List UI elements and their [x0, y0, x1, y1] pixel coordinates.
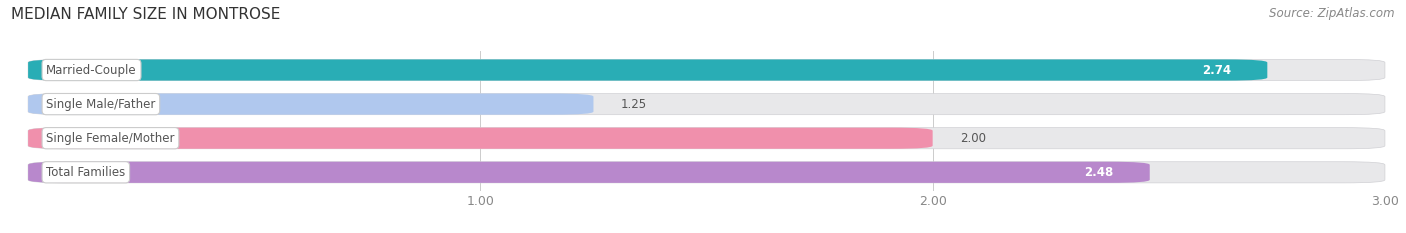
FancyBboxPatch shape	[28, 59, 1385, 81]
FancyBboxPatch shape	[28, 59, 1267, 81]
Text: Married-Couple: Married-Couple	[46, 64, 136, 76]
Text: 2.48: 2.48	[1084, 166, 1114, 179]
Text: 2.74: 2.74	[1202, 64, 1232, 76]
FancyBboxPatch shape	[28, 162, 1385, 183]
Text: Single Male/Father: Single Male/Father	[46, 98, 156, 111]
Text: 1.25: 1.25	[620, 98, 647, 111]
FancyBboxPatch shape	[28, 93, 1385, 115]
Text: Source: ZipAtlas.com: Source: ZipAtlas.com	[1270, 7, 1395, 20]
Text: MEDIAN FAMILY SIZE IN MONTROSE: MEDIAN FAMILY SIZE IN MONTROSE	[11, 7, 281, 22]
Text: Single Female/Mother: Single Female/Mother	[46, 132, 174, 145]
Text: 2.00: 2.00	[960, 132, 986, 145]
FancyBboxPatch shape	[28, 128, 1385, 149]
FancyBboxPatch shape	[28, 93, 593, 115]
FancyBboxPatch shape	[28, 128, 932, 149]
Text: Total Families: Total Families	[46, 166, 125, 179]
FancyBboxPatch shape	[28, 162, 1150, 183]
